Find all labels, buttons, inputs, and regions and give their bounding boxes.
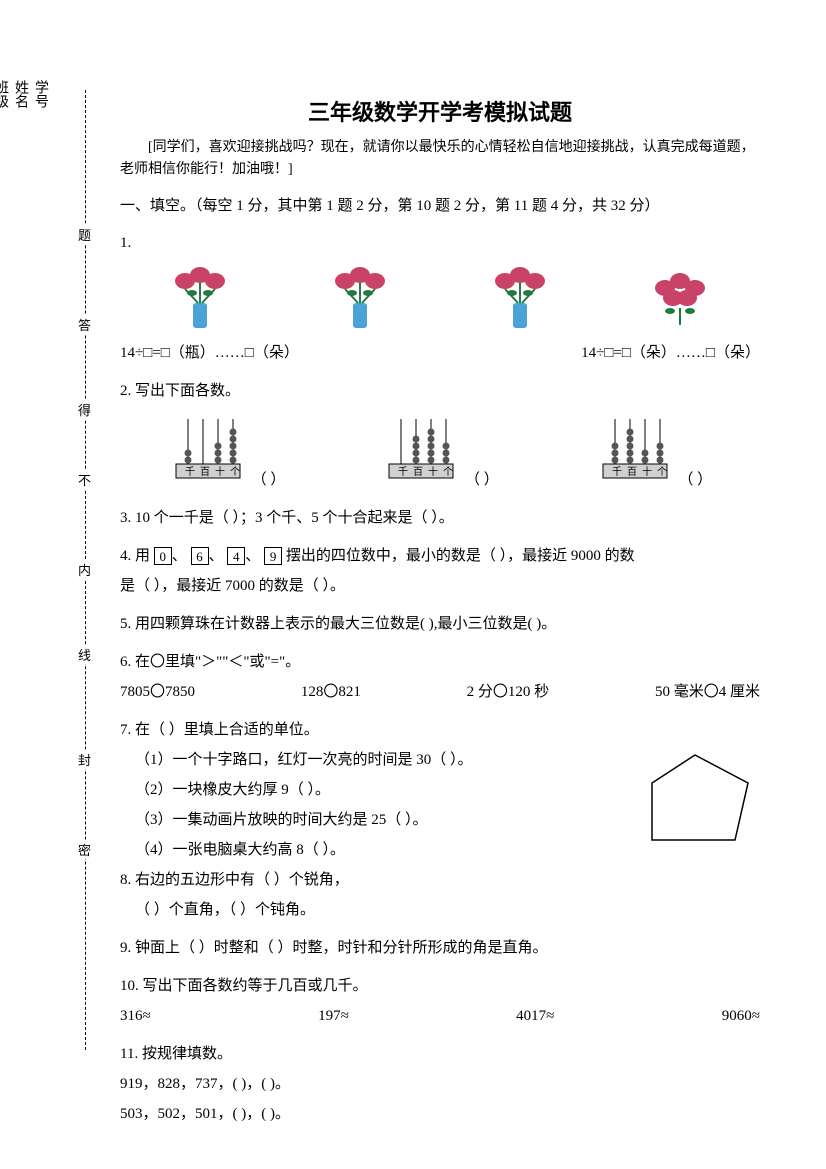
q2-text: 2. 写出下面各数。 bbox=[120, 376, 760, 406]
question-6: 6. 在〇里填"＞""＜"或"="。 7805〇7850 128〇821 2 分… bbox=[120, 647, 760, 707]
svg-text:千: 千 bbox=[398, 466, 408, 478]
question-7: 7. 在（ ）里填上合适的单位。 （1）一个十字路口，红灯一次亮的时间是 30（… bbox=[120, 715, 760, 925]
q1-number: 1. bbox=[120, 228, 760, 258]
seal-char: 线 bbox=[78, 645, 92, 664]
compare-item: 50 毫米〇4 厘米 bbox=[655, 677, 760, 707]
svg-text:个: 个 bbox=[657, 466, 667, 478]
seal-char: 得 bbox=[78, 400, 92, 419]
digit-box: 6 bbox=[191, 547, 209, 565]
seal-char: 题 bbox=[78, 225, 92, 244]
sidebar-label-studentid: 学号 bbox=[30, 80, 50, 200]
q11-line2: 503，502，501，( )，( )。 bbox=[120, 1099, 760, 1129]
seal-char: 内 bbox=[78, 560, 92, 579]
svg-text:百: 百 bbox=[627, 466, 637, 478]
q10-row: 316≈ 197≈ 4017≈ 9060≈ bbox=[120, 1001, 760, 1031]
pentagon-icon bbox=[630, 745, 760, 855]
seal-char: 密 bbox=[78, 840, 92, 859]
svg-text:个: 个 bbox=[230, 466, 240, 478]
exam-content: 三年级数学开学考模拟试题 [同学们，喜欢迎接挑战吗？现在，就请你以最快乐的心情轻… bbox=[120, 95, 760, 1137]
abacus-icon: 千百十个 bbox=[595, 414, 675, 484]
flower-vase-icon bbox=[325, 263, 395, 333]
label-text: 姓名 bbox=[10, 80, 30, 108]
sidebar-label-class: 班级 bbox=[0, 80, 10, 200]
question-10: 10. 写出下面各数约等于几百或几千。 316≈ 197≈ 4017≈ 9060… bbox=[120, 971, 760, 1031]
q11-line1: 919，828，737，( )，( )。 bbox=[120, 1069, 760, 1099]
question-4: 4. 用 0、 6、 4、 9 摆出的四位数中，最小的数是（ ），最接近 900… bbox=[120, 541, 760, 601]
q4-prefix: 4. 用 bbox=[120, 548, 150, 564]
q6-compare-row: 7805〇7850 128〇821 2 分〇120 秒 50 毫米〇4 厘米 bbox=[120, 677, 760, 707]
intro-text: [同学们，喜欢迎接挑战吗？现在，就请你以最快乐的心情轻松自信地迎接挑战，认真完成… bbox=[120, 137, 760, 182]
seal-line: 题 答 得 不 内 线 封 密 bbox=[75, 90, 95, 1050]
digit-box: 9 bbox=[264, 547, 282, 565]
abacus-blank: （ ） bbox=[678, 465, 712, 495]
svg-text:个: 个 bbox=[443, 466, 453, 478]
q1-formula-row: 14÷□=□（瓶）……□（朵） 14÷□=□（朵）……□（朵） bbox=[120, 338, 760, 368]
question-3: 3. 10 个一千是（ ）；3 个千、5 个十合起来是（ ）。 bbox=[120, 503, 760, 533]
label-text: 班级 bbox=[0, 80, 10, 108]
svg-text:百: 百 bbox=[413, 466, 423, 478]
label-text: 学号 bbox=[30, 80, 50, 108]
q10-text: 10. 写出下面各数约等于几百或几千。 bbox=[120, 971, 760, 1001]
sidebar-label-list: 学号 姓名 班级 考场 bbox=[30, 80, 50, 1060]
svg-text:千: 千 bbox=[185, 466, 195, 478]
q1-flower-row bbox=[120, 263, 760, 333]
compare-item: 2 分〇120 秒 bbox=[467, 677, 550, 707]
flower-vase-icon bbox=[485, 263, 555, 333]
flower-bouquet-icon bbox=[645, 263, 715, 333]
svg-text:十: 十 bbox=[642, 465, 652, 478]
approx-item: 9060≈ bbox=[722, 1001, 760, 1031]
abacus-item: 千百十个 （ ） bbox=[381, 414, 499, 495]
q11-text: 11. 按规律填数。 bbox=[120, 1039, 760, 1069]
compare-item: 7805〇7850 bbox=[120, 677, 195, 707]
svg-text:十: 十 bbox=[215, 465, 225, 478]
question-9: 9. 钟面上（ ）时整和（ ）时整，时针和分针所形成的角是直角。 bbox=[120, 933, 760, 963]
section-1-title: 一、填空。（每空 1 分，其中第 1 题 2 分，第 10 题 2 分，第 11… bbox=[120, 194, 760, 218]
q8-line1: 8. 右边的五边形中有（ ）个锐角， bbox=[120, 865, 760, 895]
exam-title: 三年级数学开学考模拟试题 bbox=[120, 95, 760, 127]
seal-char: 不 bbox=[78, 470, 92, 489]
question-2: 2. 写出下面各数。 千百十个 （ ） 千百十个 bbox=[120, 376, 760, 495]
q4-line2: 是（ ），最接近 7000 的数是（ ）。 bbox=[120, 571, 760, 601]
approx-item: 197≈ bbox=[318, 1001, 349, 1031]
q1-formula-left: 14÷□=□（瓶）……□（朵） bbox=[120, 338, 299, 368]
question-11: 11. 按规律填数。 919，828，737，( )，( )。 503，502，… bbox=[120, 1039, 760, 1129]
approx-item: 316≈ bbox=[120, 1001, 151, 1031]
abacus-item: 千百十个 （ ） bbox=[595, 414, 713, 495]
abacus-icon: 千百十个 bbox=[381, 414, 461, 484]
compare-item: 128〇821 bbox=[301, 677, 361, 707]
digit-box: 0 bbox=[154, 547, 172, 565]
seal-char: 封 bbox=[78, 750, 92, 769]
q6-text: 6. 在〇里填"＞""＜"或"="。 bbox=[120, 647, 760, 677]
q4-mid: 摆出的四位数中，最小的数是（ ），最接近 9000 的数 bbox=[286, 548, 635, 564]
abacus-blank: （ ） bbox=[252, 465, 286, 495]
abacus-row: 千百十个 （ ） 千百十个 （ ） bbox=[120, 414, 760, 495]
question-5: 5. 用四颗算珠在计数器上表示的最大三位数是( ),最小三位数是( )。 bbox=[120, 609, 760, 639]
q1-formula-right: 14÷□=□（朵）……□（朵） bbox=[581, 338, 760, 368]
svg-text:百: 百 bbox=[200, 466, 210, 478]
abacus-blank: （ ） bbox=[465, 465, 499, 495]
approx-item: 4017≈ bbox=[516, 1001, 554, 1031]
svg-text:千: 千 bbox=[612, 466, 622, 478]
abacus-icon: 千百十个 bbox=[168, 414, 248, 484]
svg-text:十: 十 bbox=[428, 465, 438, 478]
abacus-item: 千百十个 （ ） bbox=[168, 414, 286, 495]
sidebar-label-name: 姓名 bbox=[10, 80, 30, 200]
digit-box: 4 bbox=[227, 547, 245, 565]
question-1: 1. bbox=[120, 228, 760, 368]
flower-vase-icon bbox=[165, 263, 235, 333]
q7-text: 7. 在（ ）里填上合适的单位。 bbox=[120, 715, 760, 745]
q8-line2: （ ）个直角，（ ）个钝角。 bbox=[120, 895, 760, 925]
seal-char: 答 bbox=[78, 315, 92, 334]
